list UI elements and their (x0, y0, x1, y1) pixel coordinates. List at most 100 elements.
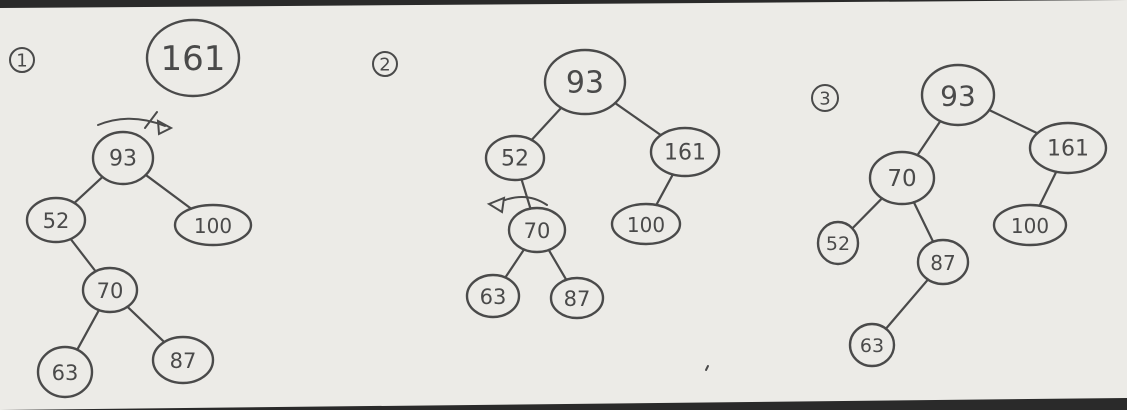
step-2-edge-161-100 (655, 173, 674, 207)
step-1-node-52-ring (25, 196, 87, 244)
step-3-node-161-value: 161 (1047, 137, 1089, 162)
rotation-arrowhead (156, 119, 174, 136)
step-2-edge-52-70 (520, 178, 532, 210)
step-2-label-text: 2 (379, 55, 390, 76)
step-2-node-52-value: 52 (501, 147, 529, 172)
rotation-arrowhead (486, 196, 506, 214)
step-1-node-100-ring (173, 203, 253, 247)
step-2-node-93-value: 93 (566, 66, 604, 101)
step-3-node-87-ring (916, 238, 970, 286)
step-1-node-52-value: 52 (43, 209, 70, 233)
step-1-node-87-value: 87 (170, 349, 197, 373)
step-1-node-87: 87 (151, 335, 215, 385)
step-labels: 1 2 3 (9, 47, 839, 112)
step-3-edge-70-52 (851, 197, 884, 230)
step-3-label-text: 3 (819, 89, 830, 110)
step-2-node-70-value: 70 (524, 219, 551, 243)
step-1-node-93-value: 93 (109, 147, 137, 172)
step-1-node-100: 100 (173, 203, 253, 247)
rotation-arrows (97, 111, 709, 371)
step-2-node-161-value: 161 (664, 141, 706, 166)
step-3-node-52-ring (816, 220, 860, 266)
step-2-node-100: 100 (610, 202, 682, 246)
step-1-node-100-value: 100 (194, 214, 232, 238)
step-1-edge-93-52 (73, 175, 104, 205)
step-1-node-70-value: 70 (97, 279, 124, 303)
step-1-node-161: 161 (145, 18, 241, 98)
tree-nodes: 161 93 52 100 70 63 87 93 52 161 70 100 63 87 93 70 161 5… (25, 18, 1108, 399)
step-1-node-93: 93 (91, 130, 155, 186)
step-3-node-63-ring (848, 322, 896, 368)
rotation-tick (144, 111, 158, 129)
step-1-edge-93-100 (144, 173, 193, 210)
step-1-node-161-value: 161 (161, 39, 226, 79)
step-1-node-63-ring (36, 345, 94, 399)
step-2-node-63: 63 (465, 273, 521, 319)
step-2-node-161: 161 (649, 126, 721, 178)
step-3-node-70-value: 70 (887, 166, 916, 192)
step-1-edge-70-87 (126, 305, 166, 344)
step-3-node-87-value: 87 (930, 251, 955, 275)
step-3-node-100-value: 100 (1011, 214, 1049, 238)
rotation-arc (504, 195, 548, 206)
step-1-node-63-value: 63 (52, 361, 79, 385)
step-1-node-63: 63 (36, 345, 94, 399)
step-2-label: 2 (372, 51, 398, 77)
step-3-node-93-ring (920, 63, 996, 127)
step-2-edge-70-63 (504, 248, 526, 279)
step-3-node-161-ring (1028, 121, 1108, 175)
rotation-arrow-step-2 (486, 195, 548, 214)
step-1-node-70-ring (81, 266, 139, 314)
step-2-node-100-value: 100 (627, 213, 665, 237)
step-3-edge-93-70 (916, 120, 942, 157)
step-1-node-93-ring (91, 130, 155, 186)
rotation-arrow-step-1 (97, 111, 174, 136)
step-3-node-63: 63 (848, 322, 896, 368)
step-2-node-63-ring (465, 273, 521, 319)
step-1-node-161-ring (145, 18, 241, 98)
step-1-node-87-ring (151, 335, 215, 385)
step-1-label-text: 1 (16, 51, 27, 72)
step-2-edge-93-52 (530, 106, 563, 142)
step-2-node-87-value: 87 (564, 287, 591, 311)
step-3-node-63-value: 63 (860, 335, 884, 357)
step-3-label-circle (811, 84, 839, 112)
step-3-edge-93-161 (988, 108, 1039, 135)
step-2-node-93-ring (543, 48, 627, 116)
step-1-node-52: 52 (25, 196, 87, 244)
step-1-edge-70-63 (76, 308, 101, 351)
step-2-node-87: 87 (549, 276, 605, 320)
step-2-label-circle (372, 51, 398, 77)
step-3-node-93-value: 93 (940, 80, 976, 113)
step-3-node-52: 52 (816, 220, 860, 266)
step-1-label-circle (9, 47, 35, 73)
step-1-edge-52-70 (69, 237, 97, 273)
stray-mark (705, 365, 709, 371)
step-3-edge-70-87 (912, 201, 935, 243)
step-3-edge-161-100 (1038, 170, 1058, 207)
step-2-node-93: 93 (543, 48, 627, 116)
step-2-node-70-ring (507, 206, 567, 254)
step-3-node-161: 161 (1028, 121, 1108, 175)
stray-pen-marks (705, 365, 709, 371)
step-2-node-87-ring (549, 276, 605, 320)
step-3-node-100: 100 (992, 203, 1068, 247)
step-2-node-52: 52 (484, 134, 546, 182)
tree-edges (69, 101, 1058, 351)
step-2-node-70: 70 (507, 206, 567, 254)
step-3-node-93: 93 (920, 63, 996, 127)
step-3-label: 3 (811, 84, 839, 112)
step-2-node-52-ring (484, 134, 546, 182)
step-3-node-70-ring (868, 150, 936, 206)
step-3-node-87: 87 (916, 238, 970, 286)
step-2-edge-70-87 (547, 248, 568, 281)
step-2-edge-93-161 (614, 101, 662, 137)
step-1-label: 1 (9, 47, 35, 73)
step-2-node-100-ring (610, 202, 682, 246)
step-3-node-70: 70 (868, 150, 936, 206)
step-1-node-70: 70 (81, 266, 139, 314)
step-2-node-63-value: 63 (480, 285, 507, 309)
step-3-node-52-value: 52 (826, 233, 850, 255)
